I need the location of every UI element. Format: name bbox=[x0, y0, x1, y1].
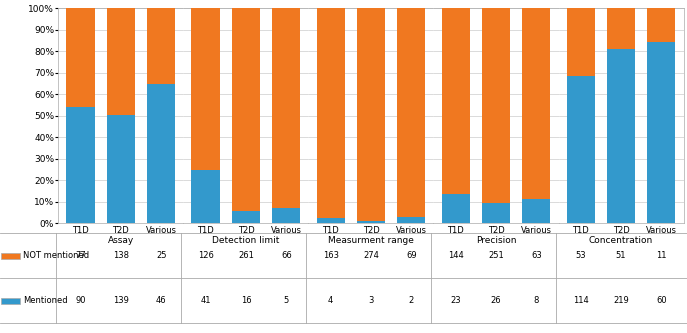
Text: 274: 274 bbox=[363, 251, 379, 260]
Text: 251: 251 bbox=[488, 251, 504, 260]
Text: 16: 16 bbox=[240, 296, 251, 305]
Bar bbox=[106, 8, 135, 115]
Text: 53: 53 bbox=[576, 251, 586, 260]
Bar bbox=[106, 115, 135, 223]
Text: 219: 219 bbox=[613, 296, 629, 305]
Text: 23: 23 bbox=[451, 296, 461, 305]
Bar bbox=[317, 218, 345, 223]
Text: 144: 144 bbox=[448, 251, 464, 260]
Bar bbox=[192, 8, 220, 170]
X-axis label: Precision: Precision bbox=[476, 236, 516, 245]
Bar bbox=[482, 8, 510, 203]
Text: 51: 51 bbox=[616, 251, 627, 260]
Bar bbox=[397, 217, 425, 223]
Bar bbox=[232, 211, 260, 223]
Bar bbox=[607, 8, 635, 49]
Text: 5: 5 bbox=[284, 296, 289, 305]
Bar bbox=[647, 8, 675, 42]
Bar bbox=[397, 8, 425, 217]
Bar bbox=[567, 77, 595, 223]
Bar bbox=[317, 8, 345, 218]
Bar bbox=[607, 49, 635, 223]
Bar bbox=[272, 8, 300, 208]
Text: 26: 26 bbox=[491, 296, 502, 305]
Text: 25: 25 bbox=[156, 251, 166, 260]
Text: 138: 138 bbox=[113, 251, 129, 260]
X-axis label: Assay: Assay bbox=[108, 236, 134, 245]
Text: 8: 8 bbox=[534, 296, 539, 305]
Bar bbox=[442, 8, 470, 193]
Bar bbox=[357, 221, 385, 223]
Text: Mentioned: Mentioned bbox=[23, 296, 68, 305]
Text: 46: 46 bbox=[156, 296, 166, 305]
Text: 4: 4 bbox=[328, 296, 333, 305]
Bar bbox=[192, 170, 220, 223]
Bar bbox=[67, 107, 95, 223]
X-axis label: Detection limit: Detection limit bbox=[212, 236, 280, 245]
Bar bbox=[647, 42, 675, 223]
Text: 11: 11 bbox=[656, 251, 666, 260]
Bar bbox=[272, 208, 300, 223]
Bar bbox=[567, 8, 595, 77]
Bar bbox=[482, 203, 510, 223]
Text: NOT mentioned: NOT mentioned bbox=[23, 251, 89, 260]
Bar bbox=[147, 84, 175, 223]
Text: 126: 126 bbox=[198, 251, 214, 260]
Bar bbox=[67, 8, 95, 107]
Bar bbox=[522, 199, 550, 223]
Bar bbox=[522, 8, 550, 199]
Bar bbox=[232, 8, 260, 211]
X-axis label: Concentration: Concentration bbox=[589, 236, 653, 245]
Text: 139: 139 bbox=[113, 296, 129, 305]
Text: 90: 90 bbox=[76, 296, 86, 305]
Text: 3: 3 bbox=[368, 296, 374, 305]
Text: 60: 60 bbox=[656, 296, 666, 305]
Text: 69: 69 bbox=[406, 251, 416, 260]
Text: 63: 63 bbox=[531, 251, 542, 260]
Text: 66: 66 bbox=[281, 251, 292, 260]
Text: 261: 261 bbox=[238, 251, 254, 260]
Bar bbox=[357, 8, 385, 221]
Bar bbox=[147, 8, 175, 84]
Text: 114: 114 bbox=[573, 296, 589, 305]
Text: 77: 77 bbox=[75, 251, 86, 260]
X-axis label: Measurment range: Measurment range bbox=[328, 236, 414, 245]
Text: 41: 41 bbox=[201, 296, 211, 305]
Bar bbox=[442, 193, 470, 223]
Text: 2: 2 bbox=[409, 296, 414, 305]
Text: 163: 163 bbox=[323, 251, 339, 260]
